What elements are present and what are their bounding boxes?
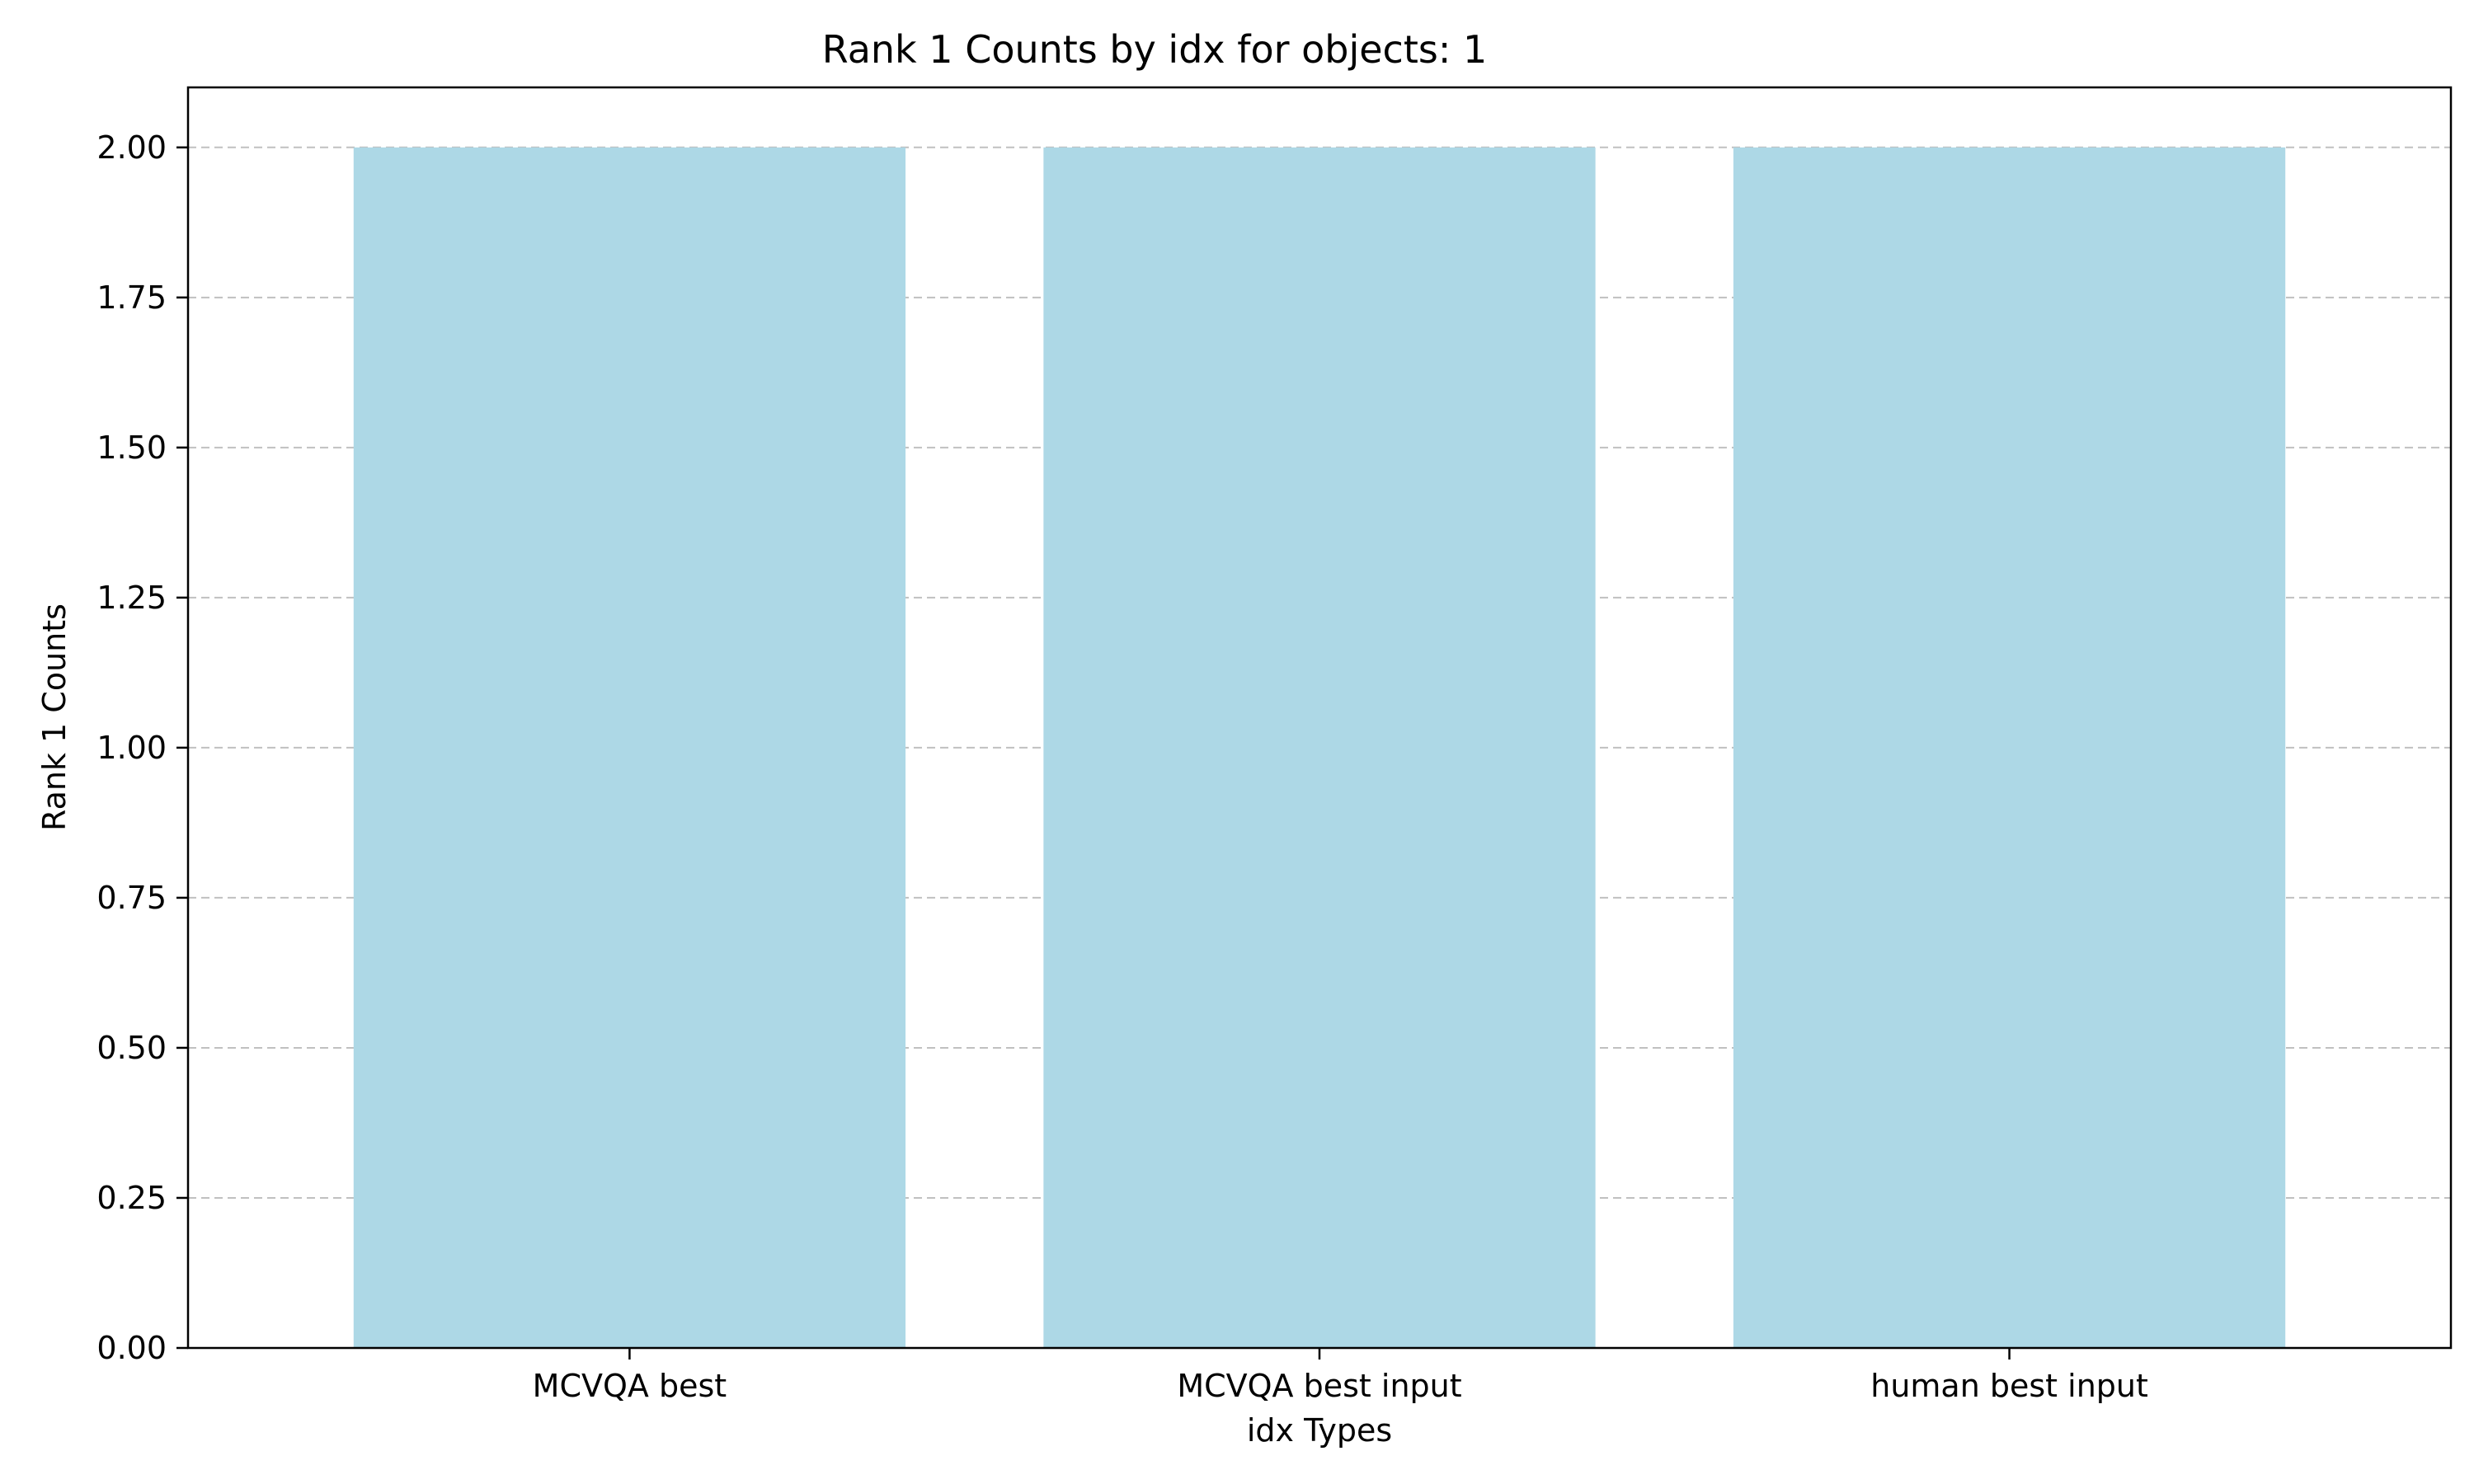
- bar: [1733, 147, 2286, 1348]
- x-tick-label: human best input: [1870, 1368, 2148, 1404]
- y-tick-label: 0.25: [96, 1180, 167, 1216]
- bar: [353, 147, 906, 1348]
- x-axis-label: idx Types: [1247, 1412, 1392, 1449]
- bars: [353, 147, 2286, 1348]
- x-tick-label: MCVQA best: [533, 1368, 727, 1404]
- y-tick-label: 1.50: [96, 430, 167, 466]
- x-tick-label: MCVQA best input: [1177, 1368, 1461, 1404]
- axis-ticks: 0.00 0.25 0.50 0.75 1.00 1.25 1.50 1.75 2.00 MCVQ…: [96, 129, 2148, 1404]
- y-tick-label: 0.00: [96, 1330, 167, 1366]
- y-tick-label: 1.75: [96, 279, 167, 316]
- chart-title: Rank 1 Counts by idx for objects: 1: [822, 27, 1487, 72]
- y-tick-label: 0.50: [96, 1030, 167, 1066]
- y-tick-label: 2.00: [96, 129, 167, 166]
- y-tick-label: 1.25: [96, 580, 167, 616]
- y-tick-label: 1.00: [96, 730, 167, 766]
- plot-frame: [186, 86, 2453, 1350]
- bar: [1043, 147, 1596, 1348]
- y-axis-label: Rank 1 Counts: [36, 603, 73, 831]
- y-tick-label: 0.75: [96, 880, 167, 916]
